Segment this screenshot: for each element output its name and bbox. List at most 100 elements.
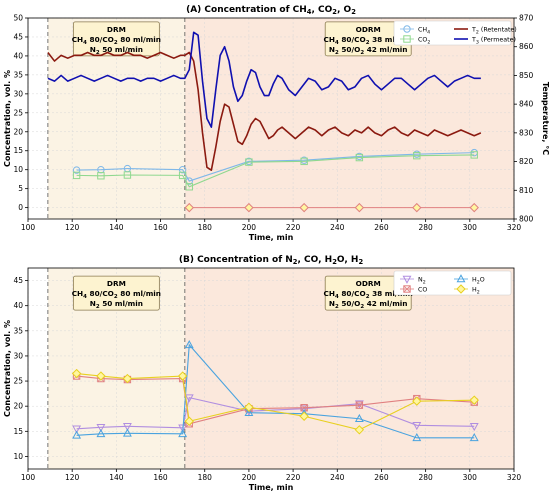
data-point [184, 394, 194, 403]
data-point [184, 340, 194, 349]
y2-tick-label: 810 [519, 186, 534, 195]
data-point [72, 171, 81, 180]
y-tick-label: 20 [13, 127, 23, 136]
data-point [354, 425, 365, 435]
legend-marker [402, 275, 412, 284]
x-tick-label: 120 [65, 223, 80, 232]
y-tick-label: 40 [13, 51, 23, 60]
annotation-line: CH4 80/CO2 80 ml/min [72, 289, 161, 300]
y-axis-label: Concentration, vol. % [3, 320, 12, 417]
y-tick-label: 35 [13, 70, 23, 79]
data-point [185, 183, 193, 191]
plot-frame [27, 267, 515, 470]
x-tick-label: 300 [463, 223, 478, 232]
data-point [469, 433, 479, 442]
data-point [72, 430, 82, 439]
x-tick-label: 240 [330, 223, 345, 232]
data-point [300, 157, 308, 166]
data-point [184, 416, 194, 426]
annotation-line: N2 50 ml/min [90, 45, 143, 56]
data-point [72, 425, 82, 434]
data-point [178, 171, 187, 180]
x-tick-label: 180 [198, 223, 213, 232]
y-tick-label: 40 [13, 301, 23, 310]
data-point [355, 401, 364, 409]
x-axis-label: Time, min [249, 483, 294, 492]
data-point [412, 396, 422, 406]
data-point [122, 428, 132, 437]
data-point [299, 202, 309, 213]
legend-marker [456, 274, 466, 283]
data-point [184, 202, 194, 213]
series-line [76, 396, 475, 430]
y2-tick-label: 800 [519, 215, 534, 224]
series-h2o [72, 340, 479, 442]
legend-label: H2 [472, 287, 480, 296]
x-tick-label: 100 [21, 223, 36, 232]
x-tick-label: 200 [242, 223, 257, 232]
data-point [413, 151, 421, 160]
legend-label: H2O [472, 277, 485, 286]
annotation-line: CH4 80/CO2 38 ml/min [324, 289, 413, 300]
data-point [244, 202, 254, 213]
data-point [72, 166, 81, 174]
annotation-line: DRM [107, 279, 126, 288]
x-tick-label: 260 [374, 223, 389, 232]
y-tick-label: 30 [13, 351, 23, 360]
legend-marker [403, 35, 411, 43]
y-tick-label: 10 [13, 452, 23, 461]
plot-frame [27, 17, 515, 220]
data-point [244, 402, 254, 412]
data-point [354, 400, 364, 409]
data-point [354, 413, 364, 423]
series-line [76, 375, 475, 425]
y-axis-label: Concentration, vol. % [3, 70, 12, 167]
series-line [76, 372, 475, 431]
data-point [470, 151, 478, 159]
data-point [178, 165, 187, 174]
data-point [96, 423, 106, 433]
legend-frame [393, 20, 512, 46]
data-point [178, 428, 188, 438]
x-tick-label: 160 [153, 473, 168, 482]
y2-tick-label: 830 [519, 128, 534, 137]
y-tick-label: 10 [13, 165, 23, 174]
data-point [469, 422, 479, 432]
x-tick-label: 100 [21, 473, 36, 482]
y-tick-label: 30 [13, 89, 23, 98]
x-tick-label: 220 [286, 473, 301, 482]
data-point [412, 421, 422, 431]
x-tick-label: 260 [374, 473, 389, 482]
y2-tick-label: 840 [519, 100, 534, 109]
x-tick-label: 280 [418, 223, 433, 232]
x-tick-label: 300 [463, 473, 478, 482]
data-point [122, 422, 132, 432]
annotation-line: DRM [107, 25, 126, 34]
chart-title: (B) Concentration of N2, CO, H2O, H2 [179, 255, 364, 266]
series-t2-retentate- [47, 51, 482, 171]
y-tick-label: 50 [13, 14, 23, 23]
y-tick-label: 45 [13, 32, 23, 41]
y2-tick-label: 860 [519, 42, 534, 51]
data-point [245, 158, 253, 166]
series-h2 [71, 368, 479, 435]
x-tick-label: 240 [330, 473, 345, 482]
annotation-line: N2 50/O2 42 ml/min [329, 45, 408, 56]
y-tick-label: 5 [18, 184, 23, 193]
data-point [97, 172, 105, 180]
x-tick-label: 160 [153, 223, 168, 232]
series-co2 [72, 151, 478, 191]
legend-marker [456, 284, 466, 294]
legend-label: CO2 [418, 37, 430, 46]
legend-marker [403, 25, 411, 33]
annotation-line: CH4 80/CO2 80 ml/min [72, 35, 161, 46]
x-axis-label: Time, min [249, 233, 294, 242]
data-point [178, 424, 188, 433]
chart-panel-B: (B) Concentration of N2, CO, H2O, H2 100 1… [3, 255, 521, 492]
y-tick-label: 25 [13, 377, 23, 386]
